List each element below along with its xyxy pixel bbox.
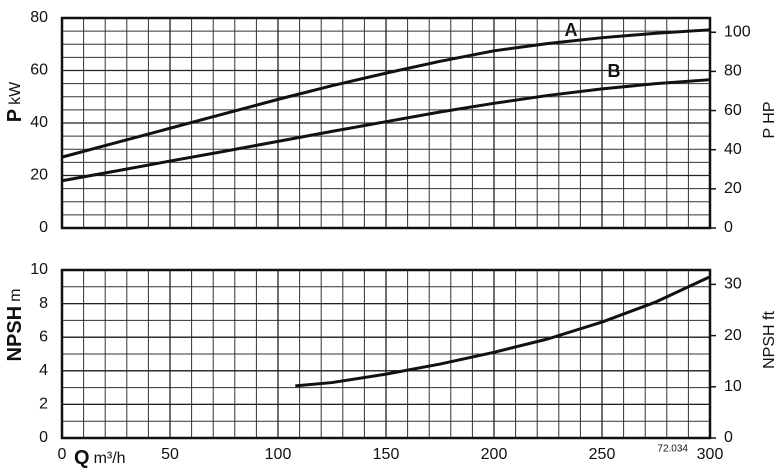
annotation: A	[565, 20, 578, 40]
y-tick-label: 2	[39, 396, 48, 413]
y-unit: m	[7, 289, 24, 302]
y2-axis-label: NPSH ft	[761, 311, 778, 369]
y-axis-label: PkW	[4, 81, 26, 122]
y2-tick-label: 0	[724, 429, 733, 446]
y-label: P	[4, 109, 26, 122]
y-unit: kW	[7, 81, 24, 105]
y-tick-label: 0	[39, 429, 48, 446]
y2-tick-label: 20	[724, 180, 742, 197]
y-axis-label: NPSH m	[4, 289, 26, 362]
y-tick-label: 4	[39, 362, 48, 379]
plot-frame	[60, 16, 712, 230]
y2-tick-label: 10	[724, 378, 742, 395]
y-tick-label: 8	[39, 295, 48, 312]
y-tick-label: 10	[30, 261, 48, 278]
y-tick-label: 80	[30, 9, 48, 26]
curve	[295, 275, 711, 388]
curve	[61, 78, 711, 183]
y2-tick-label: 60	[724, 102, 742, 119]
plot-frame	[60, 268, 712, 440]
y-label: NPSH	[4, 306, 26, 362]
y2-tick-label: 30	[724, 276, 742, 293]
x-tick-label: 250	[589, 446, 616, 463]
x-label: Q	[74, 447, 90, 469]
y-tick-label: 40	[30, 114, 48, 131]
y-tick-label: 6	[39, 328, 48, 345]
x-tick-label: 50	[161, 446, 179, 463]
x-unit: m³/h	[94, 450, 126, 467]
y-tick-label: 0	[39, 219, 48, 236]
y2-tick-label: 80	[724, 63, 742, 80]
x-tick-label: 100	[265, 446, 292, 463]
x-tick-label: 0	[58, 446, 67, 463]
x-tick-label: 300	[697, 446, 724, 463]
curve	[61, 28, 711, 159]
y2-tick-label: 20	[724, 327, 742, 344]
x-tick-label: 200	[481, 446, 508, 463]
figure-note: 72.034	[657, 444, 688, 455]
y2-tick-label: 0	[724, 219, 733, 236]
x-tick-label: 150	[373, 446, 400, 463]
y-tick-label: 60	[30, 62, 48, 79]
y2-tick-label: 40	[724, 141, 742, 158]
y-tick-label: 20	[30, 167, 48, 184]
y2-axis-label: P HP	[761, 101, 778, 138]
y2-tick-label: 100	[724, 23, 751, 40]
